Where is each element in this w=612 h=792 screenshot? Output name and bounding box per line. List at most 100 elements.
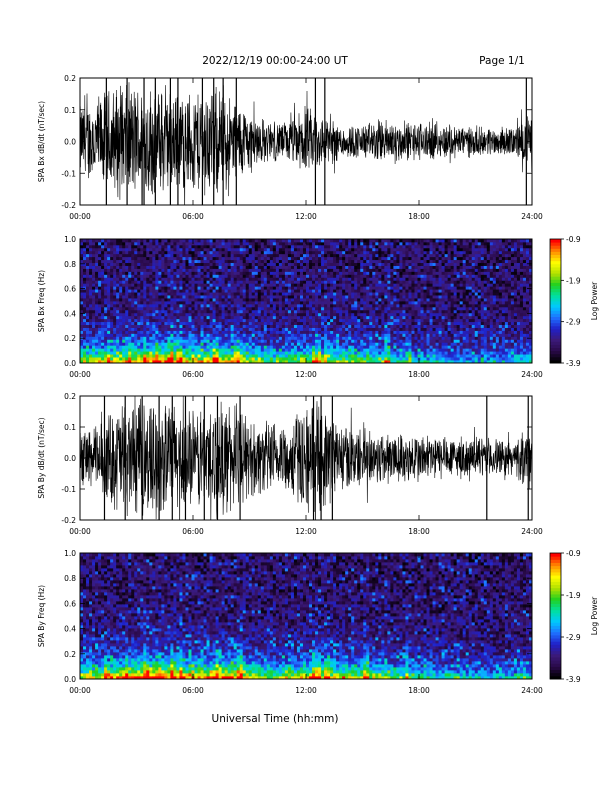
spectrogram-cell [381,327,385,331]
spectrogram-cell [173,336,177,340]
spectrogram-cell [149,298,153,302]
spectrogram-cell [393,289,397,293]
spectrogram-cell [194,315,198,320]
spectrogram-cell [92,312,96,317]
spectrogram-cell [306,239,310,243]
spectrogram-cell [378,303,382,308]
spectrogram-cell [116,271,120,275]
spectrogram-cell [333,241,337,246]
spectrogram-cell [110,253,114,258]
spectrogram-cell [309,348,313,352]
spectrogram-cell [284,239,289,243]
spectrogram-cell [375,271,379,275]
spectrogram-cell [414,286,418,290]
spectrogram-cell [339,283,343,287]
spectrogram-cell [372,312,376,317]
spectrogram-cell [206,336,210,340]
spectrogram-cell [98,306,102,311]
spectrogram-cell [98,342,102,346]
spectrogram-cell [236,292,241,296]
spectrogram-cell [366,324,370,328]
spectrogram-cell [408,274,412,278]
spectrogram-cell [269,339,274,343]
spectrogram-cell [104,259,108,264]
spectrogram-cell [215,253,220,258]
spectrogram-cell [182,330,186,334]
spectrogram-cell [143,283,147,287]
spectrogram-cell [209,345,213,349]
spectrogram-cell [369,303,373,308]
spectrogram-cell [281,318,286,323]
spectrogram-cell [140,292,144,296]
spectrogram-cell [405,298,409,302]
spectrogram-cell [366,298,370,302]
spectrogram-cell [248,324,253,328]
spectrogram-cell [396,265,400,269]
spectrogram-cell [230,289,235,293]
spectrogram-cell [408,253,412,258]
spectrogram-cell [402,321,406,326]
spectrogram-cell [95,250,99,255]
spectrogram-cell [263,274,268,278]
spectrogram-cell [393,345,397,349]
spectrogram-cell [203,348,207,352]
spectrogram-cell [194,303,198,308]
spectrogram-cell [209,312,213,317]
spectrogram-cell [420,357,424,361]
spectrogram-cell [260,292,265,296]
spectrogram-cell [299,318,304,323]
spectrogram-cell [333,348,337,352]
spectrogram-cell [230,286,235,290]
spectrogram-cell [281,286,286,290]
spectrogram-cell [278,244,283,249]
spectrogram-cell [188,315,192,320]
spectrogram-cell [236,253,241,258]
spectrogram-cell [218,280,223,284]
spectrogram-cell [390,274,394,278]
spectrogram-cell [134,277,138,281]
spectrogram-cell [140,295,144,299]
spectrogram-cell [125,357,129,361]
spectrogram-cell [242,250,247,255]
spectrogram-cell [339,292,343,296]
spectrogram-cell [191,259,195,264]
spectrogram-cell [348,348,352,352]
spectrogram-cell [191,351,195,355]
spectrogram-cell [101,262,105,266]
spectrogram-cell [366,336,370,340]
spectrogram-cell [318,298,322,302]
spectrogram-cell [131,342,135,346]
spectrogram-cell [269,247,274,252]
spectrogram-cell [260,295,265,299]
spectrogram-cell [402,301,406,305]
spectrogram-cell [188,256,192,261]
spectrogram-cell [423,253,427,258]
spectrogram-cell [194,312,198,317]
spectrogram-cell [417,342,421,346]
spectrogram-cell [149,315,153,320]
spectrogram-cell [393,354,397,358]
spectrogram-cell [113,241,117,246]
spectrogram-cell [242,315,247,320]
spectrogram-cell [170,295,174,299]
spectrogram-cell [354,330,358,334]
spectrogram-cell [137,303,141,308]
spectrogram-cell [113,247,117,252]
spectrogram-cell [233,321,238,326]
spectrogram-cell [224,354,229,358]
spectrogram-cell [80,301,84,305]
spectrogram-cell [287,339,292,343]
spectrogram-cell [248,312,253,317]
spectrogram-cell [83,271,87,275]
spectrogram-cell [161,324,165,328]
spectrogram-cell [179,268,183,272]
spectrogram-cell [306,277,310,281]
spectrogram-cell [339,280,343,284]
spectrogram-cell [242,321,247,326]
spectrogram-cell [194,321,198,326]
spectrogram-cell [360,306,364,311]
spectrogram-cell [287,301,292,305]
spectrogram-cell [245,312,250,317]
spectrogram-cell [272,250,277,255]
spectrogram-cell [149,360,153,363]
